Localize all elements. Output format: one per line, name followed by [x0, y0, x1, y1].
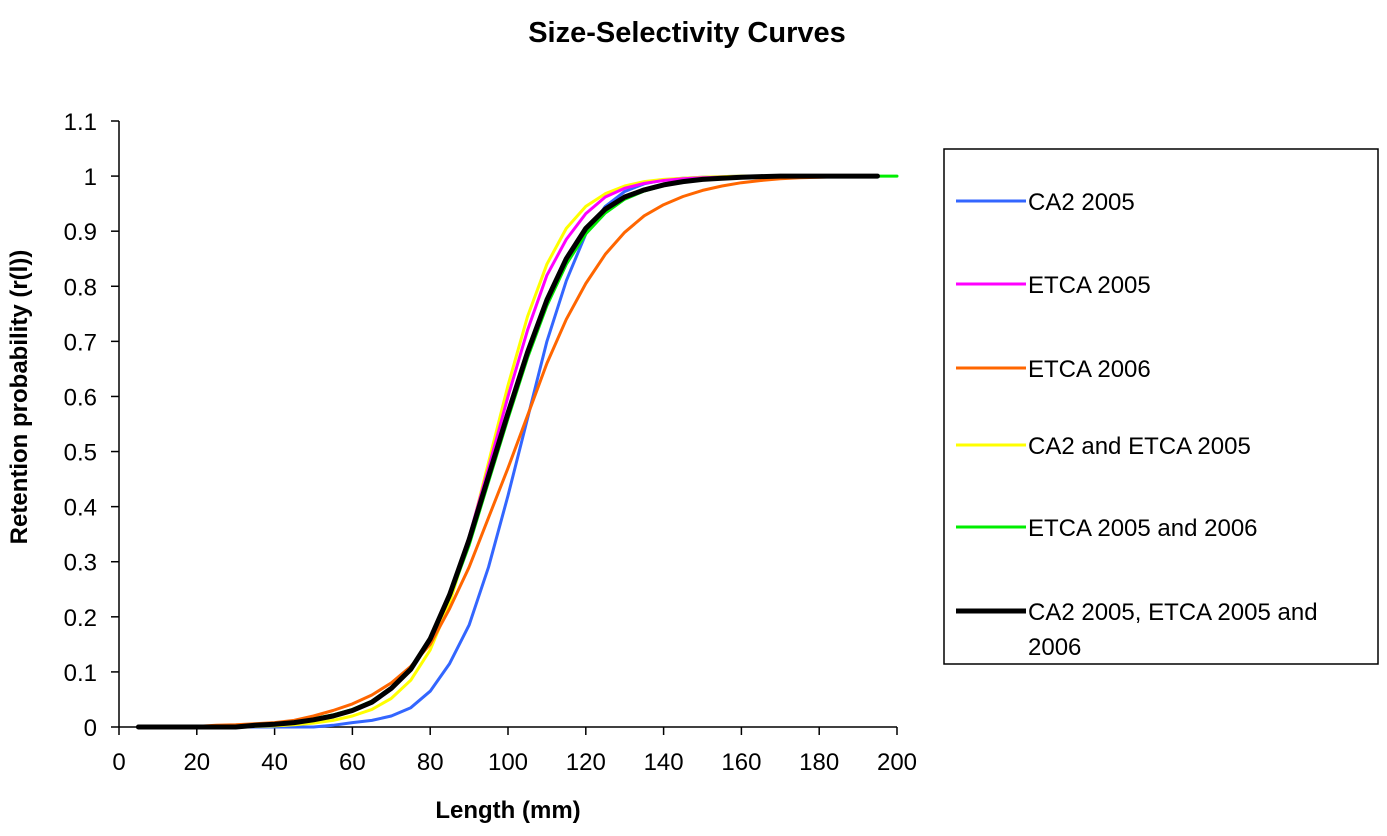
legend-label-2: ETCA 2006: [1028, 356, 1151, 383]
legend: CA2 2005 ETCA 2005 ETCA 2006 CA2 and ETCA 2…: [943, 148, 1379, 665]
y-tick-label: 0.7: [64, 329, 97, 356]
x-tick-label: 120: [566, 749, 606, 776]
y-tick-label: 0.6: [64, 384, 97, 411]
series-layer: [135, 173, 899, 730]
legend-label-0: CA2 2005: [1028, 189, 1135, 216]
y-tick-label: 1: [84, 164, 97, 191]
y-tick-label: 0.4: [64, 495, 97, 522]
y-tick-label: 0.5: [64, 440, 97, 467]
x-tick-label: 140: [644, 749, 684, 776]
legend-items: CA2 2005 ETCA 2005 ETCA 2006 CA2 and ETCA 2…: [956, 189, 1318, 661]
x-tick-label: 160: [721, 749, 761, 776]
x-axis-title: Length (mm): [435, 797, 580, 824]
y-tick-label: 0: [84, 715, 97, 742]
x-tick-label: 200: [877, 749, 917, 776]
x-tick-label: 100: [488, 749, 528, 776]
x-tick-label: 80: [417, 749, 444, 776]
x-tick-label: 180: [799, 749, 839, 776]
legend-label-3: CA2 and ETCA 2005: [1028, 433, 1251, 460]
x-tick-label: 40: [261, 749, 288, 776]
series-line-2: [136, 174, 879, 729]
x-tick-label: 60: [339, 749, 366, 776]
y-tick-label: 0.2: [64, 605, 97, 632]
plot-area: 0 20 40 60 80 100 120 140 160 180 200 0 0.1 0.2 0.3 0.…: [64, 109, 917, 776]
y-tick-label: 0.8: [64, 274, 97, 301]
y-tick-label: 1.1: [64, 109, 97, 136]
series-line-0: [136, 174, 879, 729]
y-axis-ticks: 0 0.1 0.2 0.3 0.4 0.5 0.6 0.7 0.8 0.9 1 1.1: [64, 109, 119, 742]
y-tick-label: 0.1: [64, 660, 97, 687]
series-line-1: [136, 174, 879, 729]
series-line-3: [136, 174, 879, 729]
x-tick-label: 20: [183, 749, 210, 776]
legend-box: [943, 148, 1379, 665]
y-tick-label: 0.9: [64, 219, 97, 246]
x-tick-label: 0: [112, 749, 125, 776]
legend-label-1: ETCA 2005: [1028, 272, 1151, 299]
chart-title: Size-Selectivity Curves: [528, 17, 846, 49]
legend-label-4: ETCA 2005 and 2006: [1028, 515, 1258, 542]
legend-label-5: CA2 2005, ETCA 2005 and 2006: [1028, 599, 1318, 661]
series-line-5: [135, 173, 880, 730]
y-axis-title: Retention probability (r(l)): [6, 250, 33, 545]
x-axis-ticks: 0 20 40 60 80 100 120 140 160 180 200: [112, 727, 917, 776]
y-tick-label: 0.3: [64, 550, 97, 577]
